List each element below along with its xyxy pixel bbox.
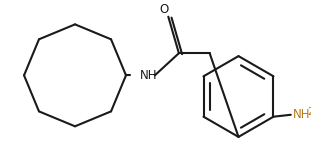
Text: NH: NH bbox=[139, 69, 157, 82]
Text: 2: 2 bbox=[307, 107, 311, 117]
Text: O: O bbox=[160, 3, 169, 16]
Text: NH: NH bbox=[293, 108, 310, 121]
